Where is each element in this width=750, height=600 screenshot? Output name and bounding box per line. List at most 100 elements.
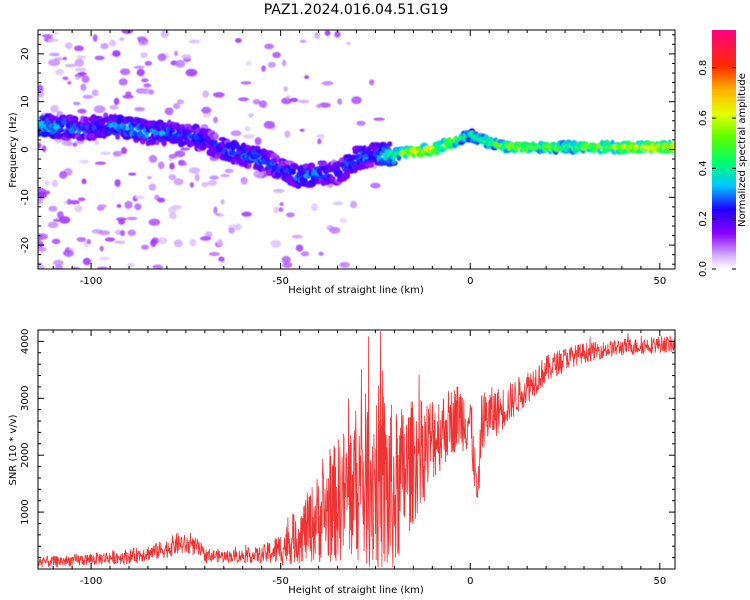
- spectrogram-ridge-cell: [329, 176, 336, 182]
- spectrogram-speckle: [100, 151, 112, 155]
- spectrogram-ridge-cell: [391, 159, 396, 165]
- spectrogram-speckle: [174, 50, 178, 57]
- spectrogram-speckle: [136, 68, 145, 77]
- spectrogram-speckle: [235, 223, 242, 231]
- spectrogram-marks: [38, 30, 675, 269]
- spectrogram-speckle: [185, 68, 198, 77]
- spectrogram-speckle: [164, 107, 174, 116]
- spectrogram-speckle: [281, 255, 291, 264]
- spectrogram-speckle: [171, 205, 182, 210]
- spectrogram-speckle: [175, 59, 186, 68]
- spectrogram-speckle: [92, 34, 98, 42]
- spectrogram-speckle: [113, 97, 120, 105]
- spectrogram-ridge-cell: [161, 138, 167, 147]
- spectrogram-speckle: [218, 256, 225, 262]
- y-tick-label: -20: [20, 237, 31, 253]
- spectrogram-speckle: [213, 92, 225, 98]
- spectrogram-ridge-cell: [213, 132, 219, 141]
- spectrogram-speckle: [81, 178, 87, 185]
- spectrogram-speckle: [144, 60, 152, 66]
- spectrogram-speckle: [291, 234, 303, 239]
- spectrogram-speckle: [199, 236, 212, 241]
- spectrogram-speckle: [54, 264, 63, 269]
- spectrogram-speckle: [44, 180, 50, 186]
- spectrogram-ridge-cell: [253, 154, 258, 160]
- spectrogram-speckle: [116, 204, 122, 208]
- spectrogram-speckle: [168, 154, 177, 159]
- spectrogram-speckle: [86, 239, 92, 245]
- colorbar-ticks: 0.0 0.2 0.4 0.6 0.8: [698, 60, 736, 277]
- spectrogram-speckle: [77, 108, 87, 114]
- spectrogram-speckle: [48, 205, 58, 212]
- spectrogram-speckle: [134, 195, 146, 200]
- spectrogram-speckle: [317, 138, 322, 145]
- colorbar-tick-label: 0.8: [698, 60, 709, 76]
- spectrogram-speckle: [121, 147, 127, 155]
- spectrogram-speckle: [99, 245, 104, 252]
- spectrogram-speckle: [174, 150, 186, 158]
- spectrogram-speckle: [230, 130, 242, 137]
- spectrogram-speckle: [126, 216, 138, 221]
- spectrogram-speckle: [289, 97, 299, 103]
- spectrogram-ridge-cell: [246, 162, 252, 169]
- spectrogram-speckle: [51, 238, 61, 245]
- y-tick-label: 10: [20, 95, 31, 108]
- spectrogram-frame: [37, 29, 676, 270]
- spectrogram-speckle: [76, 237, 87, 242]
- spectrogram-speckle: [140, 52, 148, 59]
- spectrogram-speckle: [62, 249, 74, 257]
- spectrogram-speckle: [76, 55, 87, 59]
- spectrogram-speckle: [182, 162, 187, 166]
- snr-series-line: [38, 331, 675, 568]
- spectrogram-speckle: [373, 117, 385, 121]
- spectrogram-speckle: [79, 159, 90, 164]
- spectrogram-speckle: [148, 155, 158, 163]
- spectrogram-speckle: [77, 71, 87, 76]
- x-tick-label: 50: [653, 576, 666, 587]
- spectrogram-speckle: [284, 130, 291, 138]
- spectrogram-speckle: [351, 96, 362, 105]
- y-tick-label: 3000: [20, 386, 31, 411]
- spectrogram-speckle: [264, 43, 274, 50]
- spectrogram-speckle: [244, 126, 251, 132]
- spectrogram-speckle: [74, 58, 85, 67]
- spectrogram-speckle: [169, 212, 177, 220]
- spectrogram-speckle: [180, 147, 191, 151]
- spectrogram-speckle: [114, 240, 126, 244]
- spectrogram-speckle: [304, 75, 309, 79]
- spectrogram-speckle: [281, 97, 292, 105]
- spectrogram-speckle: [93, 105, 106, 114]
- spectrogram-speckle: [69, 200, 80, 205]
- spectrogram-speckle: [173, 178, 184, 186]
- spectrogram-speckle: [298, 99, 310, 104]
- spectrogram-speckle: [62, 76, 69, 81]
- spectrogram-speckle: [282, 59, 287, 67]
- spectrogram-speckle: [189, 238, 197, 247]
- spectrogram-speckle: [47, 38, 59, 42]
- spectrogram-ridge-cell: [90, 134, 97, 141]
- spectrogram-speckle: [339, 218, 348, 223]
- snr-panel: -100 -50 0 50 1000 2000 3000 4000 Height of str…: [8, 329, 676, 596]
- spectrogram-speckle: [38, 261, 43, 269]
- spectrogram-speckle: [53, 259, 64, 266]
- spectrogram-speckle: [97, 266, 109, 269]
- spectrogram-speckle: [248, 113, 254, 118]
- spectrogram-speckle: [173, 103, 181, 110]
- spectrogram-speckle: [38, 142, 42, 149]
- y-tick-label: 4000: [20, 329, 31, 354]
- spectrogram-speckle: [66, 198, 72, 205]
- spectrogram-speckle: [59, 171, 68, 179]
- spectrogram-speckle: [55, 68, 65, 76]
- spectrogram-x-axis-label: Height of straight line (km): [288, 285, 424, 296]
- spectrogram-speckle: [337, 98, 343, 105]
- spectrogram-speckle: [286, 212, 295, 218]
- spectrogram-speckle: [334, 31, 341, 38]
- snr-axis-ticks: -100 -50 0 50 1000 2000 3000 4000: [20, 329, 675, 587]
- spectrogram-speckle: [295, 244, 304, 252]
- spectrogram-speckle: [180, 54, 192, 59]
- spectrogram-ridge-cell: [115, 134, 120, 140]
- colorbar: 0.0 0.2 0.4 0.6 0.8 Normalized spectral ampl…: [698, 30, 748, 277]
- spectrogram-speckle: [350, 200, 358, 209]
- spectrogram-speckle: [228, 227, 235, 234]
- spectrogram-speckle: [316, 104, 322, 109]
